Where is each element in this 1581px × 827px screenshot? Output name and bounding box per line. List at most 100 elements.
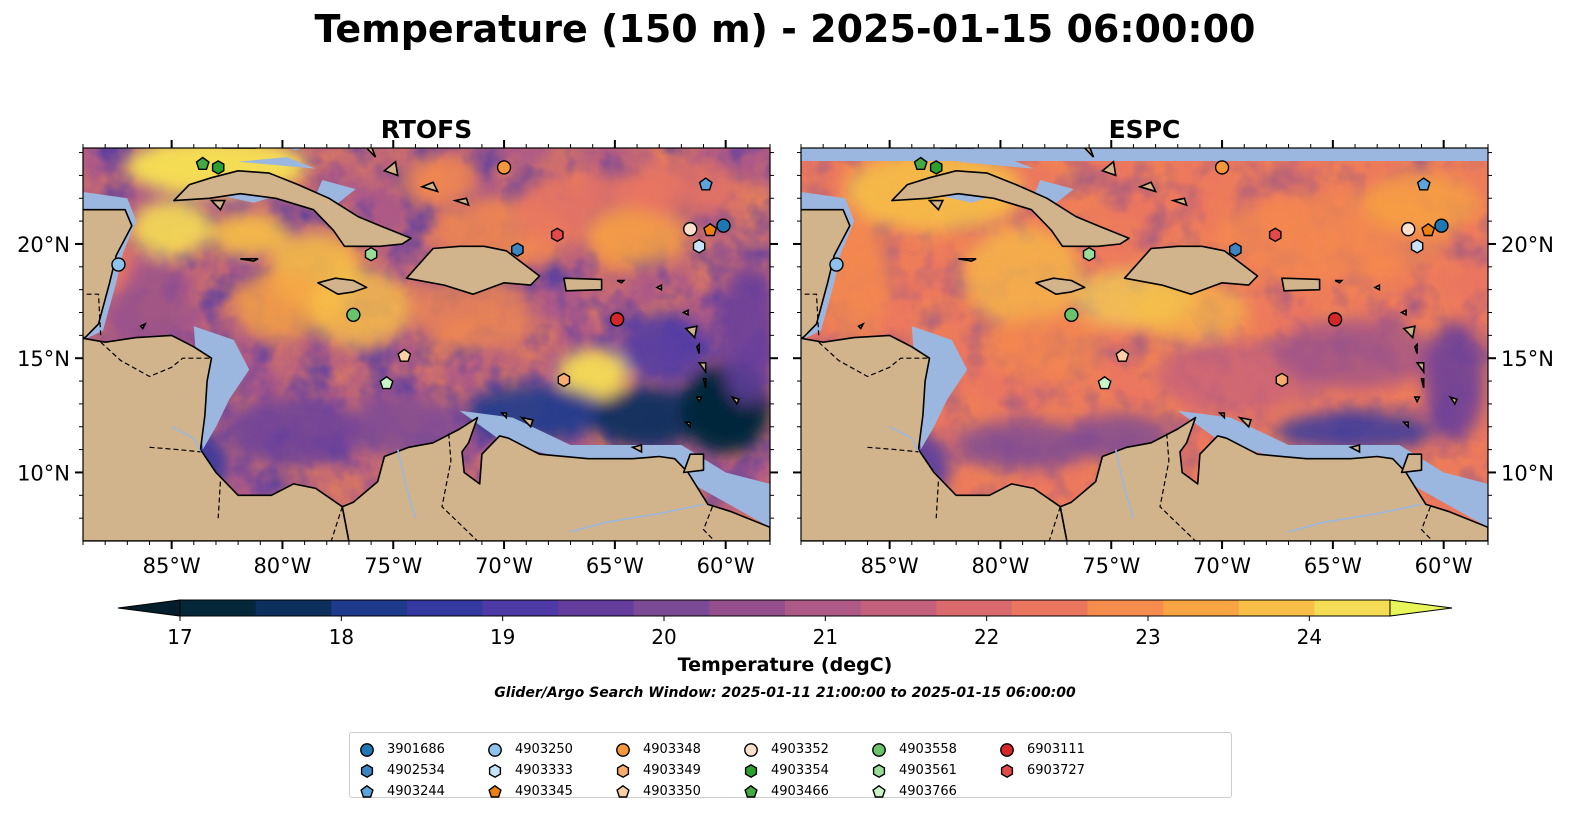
legend-marker-circle-icon: [488, 742, 502, 757]
float-marker-4903354: [929, 160, 943, 175]
legend-item: 4903561: [870, 760, 957, 781]
legend-label: 4903766: [899, 784, 957, 799]
colorbar-label: Temperature (degC): [678, 654, 893, 676]
float-marker-4902534: [511, 242, 524, 258]
island: [1348, 443, 1361, 454]
land-florida: [221, 148, 259, 149]
island: [139, 322, 147, 330]
float-marker-4903350: [1115, 348, 1130, 362]
shelf-area: [238, 157, 316, 169]
river: [396, 449, 417, 519]
legend-marker-circle-icon: [744, 742, 758, 757]
panel-frame: [800, 147, 1489, 542]
lon-tick-label: 65°W: [586, 554, 644, 578]
land-hispaniola: [405, 245, 541, 295]
float-marker-4903558: [1064, 307, 1079, 322]
temperature-blobs: [83, 148, 770, 506]
island: [1415, 362, 1425, 375]
land-southam: [1059, 416, 1488, 541]
island: [1237, 416, 1252, 429]
legend-label: 4903466: [771, 784, 829, 799]
island: [681, 308, 689, 317]
land-trinidad: [682, 453, 705, 474]
colorbar-tick-label: 18: [329, 625, 354, 649]
legend-label: 4902534: [387, 763, 445, 778]
country-border: [441, 433, 478, 541]
land-jamaica: [317, 277, 368, 295]
float-marker-4903349: [1275, 372, 1289, 388]
float-marker-4903466: [913, 156, 928, 171]
legend-label: 6903111: [1027, 742, 1085, 757]
island: [1420, 378, 1425, 389]
float-marker-4903345: [703, 222, 718, 237]
island: [857, 322, 865, 330]
legend-marker-pentagon-icon: [360, 784, 374, 798]
float-marker-4903766: [379, 375, 394, 390]
legend-label: 4903561: [899, 763, 957, 778]
island: [958, 258, 977, 262]
legend-label: 4903333: [515, 763, 573, 778]
legend-marker-pentagon-icon: [488, 784, 502, 798]
island: [499, 412, 508, 420]
colorbar-tick-label: 19: [490, 625, 515, 649]
legend-column: 4903352 4903354 4903466: [742, 739, 829, 802]
legend-item: 3901686: [358, 739, 445, 760]
colorbar-swatch: [1238, 600, 1315, 616]
legend-marker-circle-icon: [616, 742, 630, 757]
legend-label: 4903352: [771, 742, 829, 757]
legend-item: 4903345: [486, 781, 573, 802]
colorbar: 17 18 19 20 21 22 23 24 Temperature (degC): [117, 599, 1453, 676]
colorbar-swatch: [1163, 600, 1240, 616]
float-marker-4903333: [1410, 238, 1424, 254]
legend-marker-pentagon-icon: [744, 784, 758, 798]
legend-item: 4903250: [486, 739, 573, 760]
float-legend: 3901686 4902534 4903244 4903250 4903333 49033…: [349, 732, 1232, 799]
float-markers: [111, 156, 731, 390]
island: [927, 199, 945, 212]
legend-item: 4903333: [486, 760, 573, 781]
float-marker-3901686: [1434, 218, 1449, 233]
legend-label: 3901686: [387, 742, 445, 757]
colorbar-swatch: [633, 600, 710, 616]
legend-label: 4903350: [643, 784, 701, 799]
float-marker-3901686: [716, 218, 731, 233]
legend-label: 4903345: [515, 784, 573, 799]
float-marker-4903348: [1214, 160, 1230, 175]
colorbar-swatch: [180, 600, 257, 616]
land-jamaica: [1035, 277, 1086, 295]
island: [684, 325, 698, 340]
island: [1401, 421, 1409, 429]
float-marker-4903348: [496, 160, 512, 175]
colorbar-tick-label: 20: [651, 625, 676, 649]
island: [655, 283, 663, 292]
legend-column: 6903111 6903727: [998, 739, 1085, 781]
float-marker-4903561: [1082, 246, 1096, 262]
island: [452, 197, 470, 207]
float-marker-4903350: [397, 348, 412, 362]
float-marker-6903111: [609, 312, 625, 327]
river: [171, 426, 202, 453]
legend-column: 4903558 4903561 4903766: [870, 739, 957, 802]
legend-label: 4903354: [771, 763, 829, 778]
island: [1448, 395, 1459, 406]
axis-ticks: [75, 140, 778, 549]
legend-column: 4903348 4903349 4903350: [614, 739, 701, 802]
float-marker-4902534: [1228, 242, 1242, 258]
country-border: [330, 506, 343, 541]
lon-tick-label: 65°W: [1304, 554, 1362, 578]
no-data-strip: [801, 148, 1488, 161]
float-marker-4903354: [211, 160, 225, 175]
colorbar-frame: [179, 599, 1391, 617]
legend-item: 4903354: [742, 760, 829, 781]
island: [1413, 342, 1418, 354]
panel-title: RTOFS: [381, 115, 473, 144]
float-marker-6903727: [1268, 227, 1282, 243]
island: [730, 395, 741, 406]
country-border: [818, 341, 930, 378]
island: [1100, 160, 1117, 177]
legend-label: 6903727: [1027, 763, 1085, 778]
lon-tick-label: 60°W: [697, 554, 755, 578]
float-marker-4903561: [364, 246, 378, 262]
float-marker-4903352: [683, 221, 698, 237]
float-markers: [829, 156, 1449, 390]
